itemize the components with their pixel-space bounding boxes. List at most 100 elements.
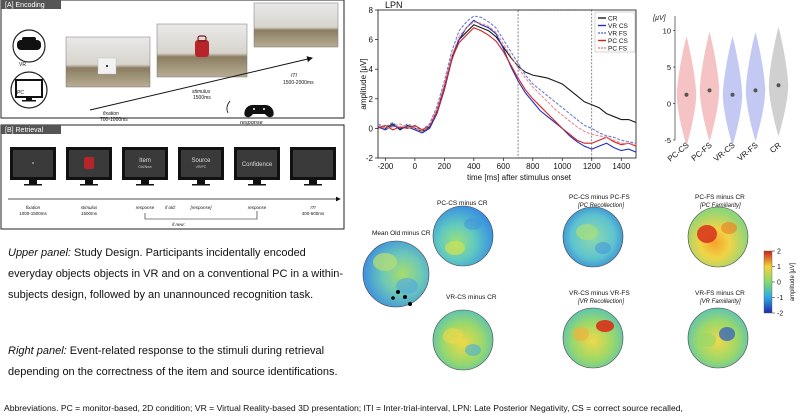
retrieval-screen-source-sub: VR/PC bbox=[196, 165, 207, 169]
colorbar-label: amplitude [µV] bbox=[790, 262, 796, 301]
encoding-response-label: response bbox=[240, 120, 263, 126]
ret-step-label: fixation bbox=[26, 205, 41, 210]
x-tick-label: -200 bbox=[377, 162, 394, 171]
ret-step-label: stimulus bbox=[81, 205, 98, 210]
topo-title: Mean Old minus CR bbox=[372, 230, 431, 237]
violin-y-tick-label: 10 bbox=[663, 27, 671, 36]
if-old-label: if old: bbox=[165, 205, 177, 210]
violin-category-label: PC-FS bbox=[690, 141, 714, 163]
retrieval-monitor bbox=[178, 147, 224, 186]
topo-title: PC-CS minus PC-FS bbox=[569, 194, 630, 201]
enc-step-fixation-time: 700-1000ms bbox=[100, 117, 128, 123]
erp-ylabel: amplitude [µV] bbox=[360, 58, 368, 109]
y-tick-label: 6 bbox=[369, 36, 374, 45]
retrieval-monitor bbox=[10, 147, 56, 186]
x-tick-label: 1200 bbox=[583, 162, 601, 171]
legend-label: PC CS bbox=[608, 38, 629, 45]
violin-pc-cs bbox=[676, 36, 697, 146]
erp-title: LPN bbox=[385, 0, 403, 10]
violin-median-dot bbox=[730, 92, 735, 97]
topo-maps: Mean Old minus CR PC-CS minus CR PC-CS m… bbox=[355, 188, 800, 402]
violin-chart: [µV] -5 0 5 10 PC-CS PC-FS VR-CS VR-FS CR bbox=[645, 0, 795, 185]
ret-step-label: response bbox=[136, 205, 155, 210]
encoding-screen-stimulus bbox=[156, 23, 248, 78]
x-tick-label: 200 bbox=[438, 162, 452, 171]
enc-step-stimulus-time: 1500ms bbox=[193, 95, 211, 101]
x-tick-label: 1400 bbox=[612, 162, 630, 171]
retrieval-screen-item-title: Item bbox=[139, 158, 151, 164]
violin-unit: [µV] bbox=[652, 15, 667, 22]
topo-map-pc-recollection bbox=[562, 206, 624, 268]
x-tick-label: 1000 bbox=[553, 162, 571, 171]
encoding-header: [A] Encoding bbox=[5, 2, 45, 9]
topo-subtitle: [VR Recollection] bbox=[577, 299, 624, 305]
topo-map-vr-cs-minus-cr bbox=[432, 309, 494, 371]
ret-step-time: 400-600ms bbox=[302, 211, 325, 216]
erp-series-vr-fs bbox=[377, 15, 637, 144]
gamepad-icon bbox=[244, 104, 274, 118]
right-panel-caption: Right panel: Event-related response to t… bbox=[8, 341, 348, 383]
enc-step-iti-time: 1500-2000ms bbox=[283, 80, 314, 86]
violin-category-label: VR-CS bbox=[712, 141, 737, 164]
colorbar-tick-label: -1 bbox=[777, 295, 783, 302]
ret-step-time: 1500ms bbox=[81, 211, 98, 216]
retrieval-monitor bbox=[234, 147, 280, 186]
x-tick-label: 800 bbox=[526, 162, 540, 171]
erp-series-pc-fs bbox=[377, 21, 637, 146]
legend-label: CR bbox=[608, 16, 618, 23]
topo-map-pc-familiarity bbox=[687, 206, 749, 268]
violin-cr bbox=[768, 26, 789, 137]
retrieval-monitor bbox=[122, 147, 168, 186]
right-caption-lead: Right panel: bbox=[8, 345, 67, 357]
x-tick-label: 600 bbox=[497, 162, 511, 171]
enc-step-stimulus-label: stimulus bbox=[192, 89, 211, 95]
topo-subtitle: [PC Recollection] bbox=[577, 203, 624, 209]
y-tick-label: -2 bbox=[366, 154, 374, 163]
encoding-header-box bbox=[1, 0, 61, 9]
erp-chart-svg: LPN -200 0 200 400 600 800 1000 1200 1400 -2 0 2 4 6 8… bbox=[359, 0, 637, 182]
abbreviations-footnote: Abbreviations. PC = monitor-based, 2D co… bbox=[4, 403, 683, 413]
colorbar-tick-label: 0 bbox=[777, 280, 781, 287]
legend-label: PC FS bbox=[608, 46, 628, 53]
response-arrow bbox=[226, 100, 231, 114]
topo-title: VR-FS minus CR bbox=[695, 290, 745, 297]
encoding-screen-iti bbox=[253, 2, 339, 48]
erp-series-pc-cs bbox=[377, 27, 637, 147]
y-tick-label: 2 bbox=[369, 95, 374, 104]
topo-title: VR-CS minus VR-FS bbox=[569, 290, 630, 297]
if-new-bracket bbox=[144, 211, 258, 220]
enc-step-fixation-label: fixation bbox=[103, 111, 119, 117]
violin-pc-fs bbox=[699, 32, 720, 142]
ret-step-time: 1000-1500ms bbox=[19, 211, 47, 216]
violin-vr-cs bbox=[722, 36, 743, 146]
topo-map-mean-old-minus-cr bbox=[362, 240, 430, 308]
right-caption-text: Event-related response to the stimuli du… bbox=[8, 345, 338, 378]
retrieval-screen-source-title: Source bbox=[191, 158, 211, 164]
device-pc-label: PC bbox=[17, 90, 24, 96]
violin-y-tick-label: 0 bbox=[667, 100, 671, 109]
encoding-timeline-arrow bbox=[89, 56, 313, 111]
topo-title: PC-FS minus CR bbox=[695, 194, 745, 201]
violin-median-dot bbox=[753, 88, 758, 93]
erp-plot-frame bbox=[377, 9, 637, 159]
retrieval-screen-item-sub: Old/New bbox=[138, 165, 152, 169]
erp-chart: LPN -200 0 200 400 600 800 1000 1200 1400 -2 0 2 4 6 8… bbox=[359, 0, 642, 190]
violin-y-tick-label: -5 bbox=[664, 136, 671, 145]
topo-subtitle: [VR Familiarity] bbox=[699, 299, 741, 305]
violin-median-dot bbox=[776, 83, 781, 88]
retrieval-screen-confidence-title: Confidence bbox=[242, 162, 273, 168]
pc-monitor-icon bbox=[10, 71, 48, 109]
ret-step-label: ITI bbox=[310, 205, 316, 210]
retrieval-header: [B] Retrieval bbox=[5, 127, 44, 134]
violin-category-label: CR bbox=[768, 140, 783, 154]
encoding-screen-fixation bbox=[65, 36, 151, 88]
legend-label: VR CS bbox=[608, 23, 629, 30]
colorbar bbox=[763, 250, 773, 314]
topo-title: PC-CS minus CR bbox=[437, 200, 488, 207]
study-design-figure: [A] Encoding VR PC fixation 700-1000ms s… bbox=[0, 0, 346, 232]
violin-y-tick-label: 5 bbox=[667, 63, 671, 72]
y-tick-label: 0 bbox=[369, 124, 374, 133]
if-new-label: if new: bbox=[172, 222, 186, 227]
